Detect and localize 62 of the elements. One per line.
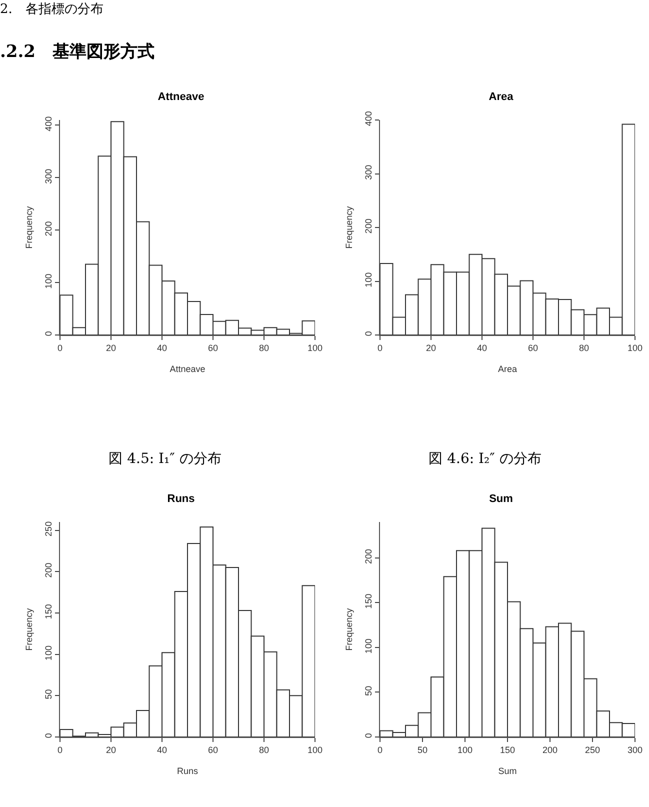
x-tick-label: 0	[377, 744, 383, 755]
text: .2.2 基準図形方式	[0, 41, 154, 63]
x-tick-label: 100	[307, 342, 323, 353]
x-tick-label: 250	[584, 744, 600, 755]
y-tick-label: 200	[43, 221, 54, 236]
y-tick-label: 150	[363, 594, 374, 609]
y-tick-label: 200	[363, 218, 374, 234]
x-tick-label: 100	[627, 342, 643, 353]
x-tick-label: 100	[307, 744, 323, 755]
x-axis-title: Sum	[498, 766, 517, 776]
x-tick-label: 20	[106, 744, 116, 755]
x-tick-label: 40	[156, 744, 168, 755]
x-tick-label: 200	[542, 744, 558, 755]
x-tick-label: 50	[417, 744, 428, 755]
y-tick-label: 100	[363, 638, 374, 654]
x-tick-label: 80	[258, 342, 270, 353]
y-axis-title: Frequency	[344, 206, 354, 249]
y-tick-label: 250	[43, 521, 54, 536]
x-tick-label: 40	[476, 342, 488, 353]
x-axis-title: Runs	[176, 766, 198, 776]
y-tick-label: 0	[363, 733, 374, 738]
x-tick-label: 60	[208, 342, 218, 353]
y-axis-title: Frequency	[344, 608, 354, 651]
x-tick-label: 60	[208, 744, 218, 755]
y-tick-label: 50	[43, 689, 54, 700]
x-tick-label: 80	[258, 744, 270, 755]
y-tick-label: 100	[43, 274, 54, 289]
y-tick-label: 200	[43, 562, 54, 578]
x-tick-label: 0	[57, 744, 63, 755]
x-axis-title: Attneave	[170, 364, 206, 374]
x-tick-label: 0	[377, 342, 383, 353]
caption: 図 4.6: I₂″ の分布	[428, 450, 542, 468]
y-tick-label: 50	[363, 686, 374, 696]
y-tick-label: 0	[43, 331, 54, 336]
y-axis-title: Frequency	[24, 206, 34, 249]
y-axis-title: Frequency	[24, 608, 34, 651]
y-tick-label: 300	[43, 168, 54, 184]
y-tick-label: 400	[43, 116, 54, 132]
x-tick-label: 80	[578, 342, 590, 353]
x-tick-label: 0	[57, 342, 63, 353]
y-tick-label: 150	[43, 604, 54, 620]
x-tick-label: 20	[426, 342, 436, 353]
y-tick-label: 100	[363, 272, 374, 288]
x-tick-label: 20	[106, 342, 116, 353]
text: 2. 各指標の分布	[0, 1, 104, 18]
y-tick-label: 0	[43, 733, 54, 738]
y-tick-label: 0	[363, 331, 374, 336]
x-tick-label: 60	[528, 342, 538, 353]
x-tick-label: 100	[457, 744, 473, 755]
y-tick-label: 400	[363, 111, 374, 126]
y-tick-label: 100	[43, 645, 54, 660]
chart-title: Runs	[167, 493, 195, 506]
chart-title: Area	[488, 91, 514, 104]
y-tick-label: 300	[363, 164, 374, 180]
x-tick-label: 300	[627, 744, 643, 755]
caption: 図 4.5: I₁″ の分布	[108, 450, 222, 468]
x-axis-title: Area	[498, 364, 518, 374]
y-tick-label: 200	[363, 548, 374, 564]
x-tick-label: 40	[156, 342, 168, 353]
chart-title: Attneave	[158, 91, 204, 104]
x-tick-label: 150	[500, 744, 516, 755]
chart-title: Sum	[489, 493, 514, 506]
